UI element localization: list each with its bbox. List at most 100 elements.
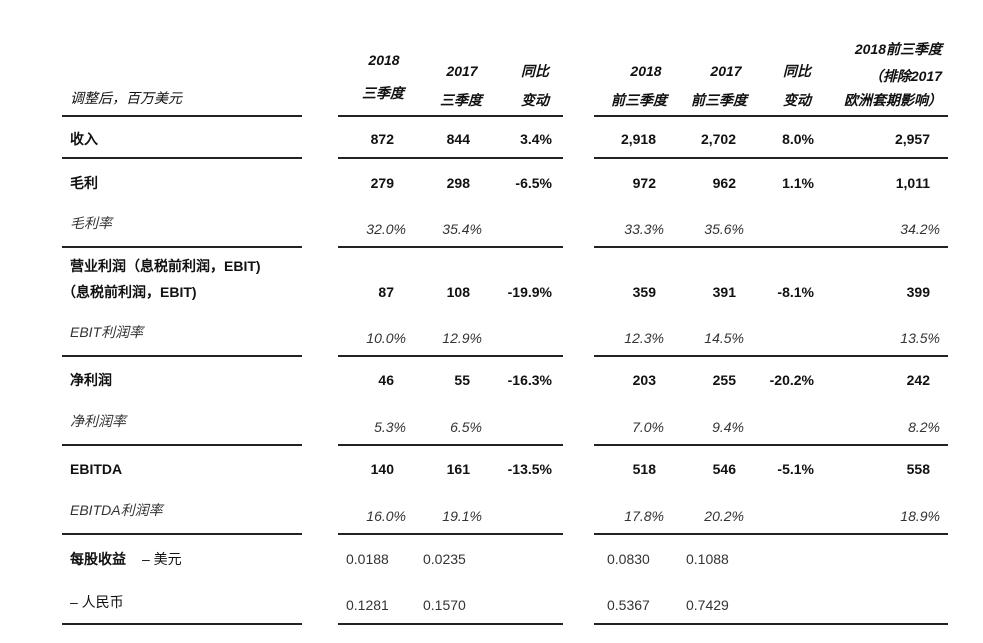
header-yoy-9m-1: 同比 — [783, 63, 811, 79]
row-label-eps: 每股收益 — [70, 551, 126, 567]
header-yoy-q3-1: 同比 — [521, 63, 549, 79]
row-label-eps-rmb: – 人民币 — [70, 594, 124, 610]
cell: 55 — [454, 372, 470, 388]
cell: 242 — [906, 372, 930, 388]
cell: 0.0235 — [423, 551, 466, 567]
row-label-net-profit: 净利润 — [70, 372, 112, 388]
header-2018-9m-year: 2018 — [630, 63, 662, 79]
cell: 6.5% — [450, 419, 482, 435]
divider — [62, 623, 302, 625]
divider — [338, 355, 563, 357]
cell: -20.2% — [769, 372, 814, 388]
header-yoy-9m-2: 变动 — [783, 92, 811, 108]
row-label-eps-usd: – 美元 — [142, 551, 182, 567]
cell: 17.8% — [624, 508, 664, 524]
header-2018-9m-label: 前三季度 — [611, 92, 667, 108]
cell: 14.5% — [704, 330, 744, 346]
cell: 546 — [712, 461, 736, 477]
cell: 399 — [906, 284, 930, 300]
row-label-ebitda-margin: EBITDA利润率 — [70, 502, 163, 518]
divider — [62, 355, 302, 357]
row-label-gross-margin: 毛利率 — [70, 215, 112, 231]
header-yoy-q3-2: 变动 — [521, 92, 549, 108]
header-adj-9m-3: 欧洲套期影响） — [844, 92, 942, 108]
header-2017-9m-label: 前三季度 — [691, 92, 747, 108]
divider — [594, 246, 948, 248]
row-label-net-margin: 净利润率 — [70, 413, 126, 429]
cell: 35.6% — [704, 221, 744, 237]
row-label-ebit-margin: EBIT利润率 — [70, 324, 144, 340]
cell: 0.0188 — [346, 551, 389, 567]
cell: 18.9% — [900, 508, 940, 524]
cell: -6.5% — [515, 175, 552, 191]
divider — [594, 444, 948, 446]
cell: -13.5% — [507, 461, 552, 477]
divider — [338, 115, 563, 117]
divider — [338, 533, 563, 535]
cell: 161 — [446, 461, 470, 477]
cell: 558 — [906, 461, 930, 477]
row-label-ebit: 营业利润（息税前利润，EBIT) — [70, 258, 261, 274]
cell: 1,011 — [895, 175, 930, 191]
divider — [338, 157, 563, 159]
cell: 872 — [370, 131, 394, 147]
cell: 359 — [632, 284, 656, 300]
cell: 12.9% — [442, 330, 482, 346]
row-label-gross-profit: 毛利 — [70, 175, 98, 191]
header-2018-q3-year: 2018 — [368, 52, 400, 68]
cell: 962 — [712, 175, 736, 191]
divider — [338, 444, 563, 446]
cell: 0.1281 — [346, 597, 389, 613]
cell: 0.7429 — [686, 597, 729, 613]
divider — [338, 623, 563, 625]
cell: -8.1% — [777, 284, 814, 300]
divider — [594, 115, 948, 117]
divider — [594, 623, 948, 625]
cell: 844 — [446, 131, 470, 147]
cell: 87 — [378, 284, 394, 300]
cell: 140 — [370, 461, 394, 477]
header-2017-9m-year: 2017 — [710, 63, 742, 79]
cell: 10.0% — [366, 330, 406, 346]
divider — [338, 246, 563, 248]
cell: 33.3% — [624, 221, 664, 237]
header-adj-9m-2: （排除2017 — [868, 68, 942, 84]
divider — [62, 115, 302, 117]
divider — [62, 533, 302, 535]
cell: 7.0% — [632, 419, 664, 435]
cell: 8.2% — [908, 419, 940, 435]
cell: 279 — [370, 175, 394, 191]
cell: 0.1570 — [423, 597, 466, 613]
cell: 5.3% — [374, 419, 406, 435]
cell: 16.0% — [366, 508, 406, 524]
unit-label: 调整后，百万美元 — [70, 90, 182, 106]
divider — [594, 157, 948, 159]
divider — [594, 533, 948, 535]
divider — [594, 355, 948, 357]
cell: 8.0% — [782, 131, 814, 147]
header-2017-q3-year: 2017 — [446, 63, 478, 79]
cell: 12.3% — [624, 330, 664, 346]
cell: 46 — [378, 372, 394, 388]
cell: 13.5% — [900, 330, 940, 346]
cell: 2,702 — [700, 131, 736, 147]
cell: 203 — [632, 372, 656, 388]
cell: 35.4% — [442, 221, 482, 237]
header-adj-9m-1: 2018前三季度 — [854, 41, 942, 57]
cell: 0.0830 — [607, 551, 650, 567]
cell: 34.2% — [900, 221, 940, 237]
divider — [62, 246, 302, 248]
cell: 518 — [632, 461, 656, 477]
row-label-revenue: 收入 — [70, 131, 98, 147]
cell: 2,957 — [894, 131, 930, 147]
cell: 255 — [712, 372, 736, 388]
cell: 32.0% — [366, 221, 406, 237]
cell: 391 — [712, 284, 736, 300]
cell: 3.4% — [520, 131, 552, 147]
cell: 0.5367 — [607, 597, 650, 613]
cell: -19.9% — [507, 284, 552, 300]
divider — [62, 444, 302, 446]
cell: 9.4% — [712, 419, 744, 435]
cell: 2,918 — [620, 131, 656, 147]
header-2017-q3-label: 三季度 — [440, 92, 482, 108]
